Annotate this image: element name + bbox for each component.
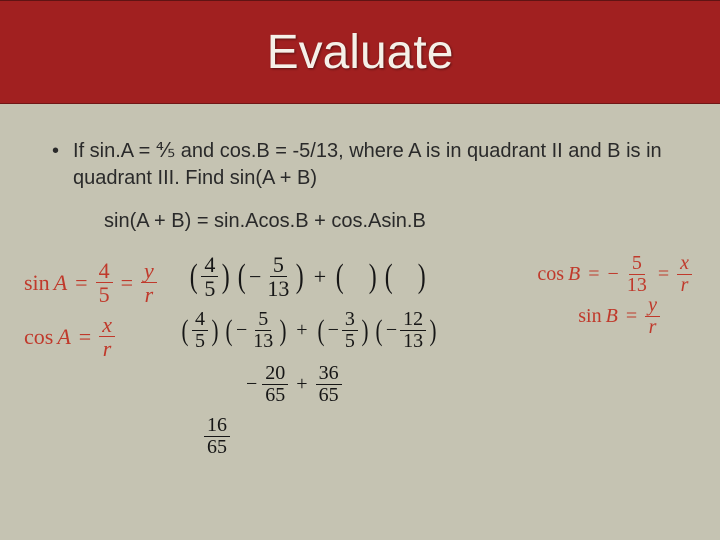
sinA-eq1: =	[71, 268, 91, 298]
sinA-var: A	[54, 268, 67, 298]
eq-cosA: cos A = xr	[24, 313, 115, 360]
l1-plus: +	[310, 262, 330, 292]
title-bar: Evaluate	[0, 0, 720, 104]
sinA-label: sin	[24, 268, 50, 298]
bullet-item: • If sin.A = ⅘ and cos.B = -5/13, where …	[48, 138, 672, 192]
eq-sinA: sin A = 45 = yr	[24, 259, 157, 306]
eq-sinB: sin B = yr	[578, 295, 660, 338]
sinA-r: r	[142, 283, 157, 306]
l3-n2: 36	[316, 363, 342, 385]
cosA-var: A	[57, 322, 70, 352]
cosB-label: cos	[537, 261, 564, 288]
l2-plus: +	[292, 317, 311, 344]
l2-t2n: 5	[255, 309, 271, 331]
cosB-var: B	[568, 261, 580, 288]
bullet-dot-icon: •	[48, 138, 59, 165]
sinB-y: y	[645, 295, 660, 317]
identity-formula: sin(A + B) = sin.Acos.B + cos.Asin.B	[48, 208, 672, 235]
l4-n: 16	[204, 415, 230, 437]
l3-neg: −	[246, 371, 257, 398]
cosA-eq: =	[75, 322, 95, 352]
l3-n1: 20	[262, 363, 288, 385]
l1-t1d: 5	[201, 277, 218, 300]
sinA-y: y	[141, 259, 157, 283]
cosB-neg: −	[608, 261, 619, 288]
l2-t1n: 4	[192, 309, 208, 331]
sinB-eq: =	[622, 303, 641, 330]
cosB-eq2: =	[654, 261, 673, 288]
sinA-den: 5	[96, 283, 113, 306]
bullet-text: If sin.A = ⅘ and cos.B = -5/13, where A …	[73, 138, 672, 192]
l2-t3neg: −	[328, 317, 339, 344]
l1-t2neg: −	[249, 262, 261, 292]
work-line-4: 1665	[204, 415, 230, 458]
l2-t4neg: −	[386, 317, 397, 344]
l3-d1: 65	[262, 385, 288, 406]
l3-plus: +	[292, 371, 311, 398]
cosA-x: x	[99, 313, 115, 337]
cosA-r: r	[100, 337, 115, 360]
work-line-2: ( 45 ) ( − 513 ) + ( − 35 )	[180, 309, 438, 352]
sinB-r: r	[646, 317, 660, 338]
cosB-x: x	[677, 253, 692, 275]
cosB-num: 5	[629, 253, 645, 275]
eq-cosB: cos B = − 513 = xr	[537, 253, 692, 296]
cosB-eq1: =	[584, 261, 603, 288]
l2-t3n: 3	[342, 309, 358, 331]
cosB-r: r	[678, 275, 692, 296]
l1-t2n: 5	[270, 253, 287, 277]
work-line-1: ( 45 ) ( − 513 ) + () ()	[188, 253, 427, 300]
l1-t1n: 4	[201, 253, 218, 277]
work-line-3: − 2065 + 3665	[246, 363, 342, 406]
slide-content: • If sin.A = ⅘ and cos.B = -5/13, where …	[0, 104, 720, 540]
l2-t1d: 5	[192, 331, 208, 352]
l2-t3d: 5	[342, 331, 358, 352]
sinA-eq2: =	[117, 268, 137, 298]
sinB-label: sin	[578, 303, 601, 330]
work-area: sin A = 45 = yr cos A = xr cos B = −	[48, 247, 672, 540]
l4-d: 65	[204, 437, 230, 458]
cosB-den: 13	[624, 275, 650, 296]
l2-t2neg: −	[236, 317, 247, 344]
sinA-num: 4	[96, 259, 113, 283]
l2-t4n: 12	[400, 309, 426, 331]
l3-d2: 65	[316, 385, 342, 406]
sinB-var: B	[606, 303, 618, 330]
cosA-label: cos	[24, 322, 53, 352]
slide-title: Evaluate	[267, 25, 454, 80]
l1-t2d: 13	[264, 277, 292, 300]
l2-t2d: 13	[250, 331, 276, 352]
l2-t4d: 13	[400, 331, 426, 352]
